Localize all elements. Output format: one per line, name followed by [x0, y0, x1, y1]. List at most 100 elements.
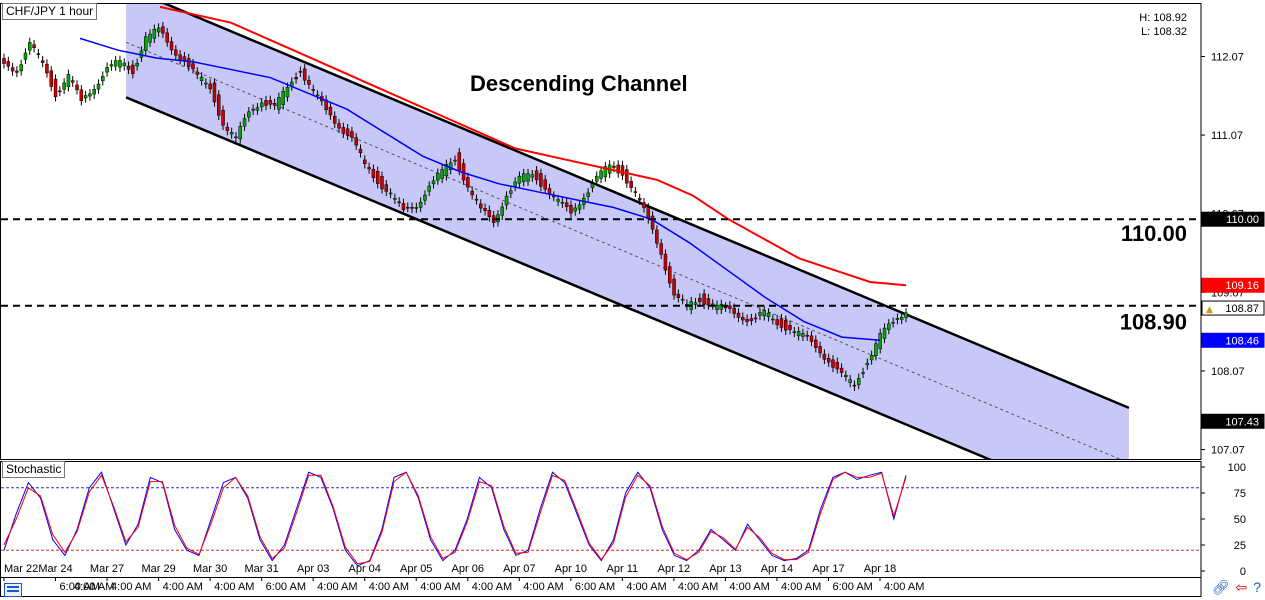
candle-body: [668, 266, 672, 284]
candle-body: [122, 62, 127, 67]
candle-body: [655, 229, 659, 244]
candle-body: [307, 80, 311, 85]
high-readout: H: 108.92: [1139, 12, 1187, 24]
candle-body: [899, 316, 904, 320]
candle-body: [852, 384, 857, 387]
candle-body: [118, 60, 122, 68]
candle-body: [148, 33, 152, 43]
candle-body: [620, 165, 625, 176]
candle-body: [758, 312, 762, 316]
candle-body: [199, 76, 204, 81]
candle-body: [208, 83, 212, 90]
stoch-tick-label: 25: [1234, 540, 1246, 552]
time-axis-frame: [0, 577, 1202, 597]
candle-body: [534, 170, 539, 181]
price-marker-label: 108.87: [1225, 303, 1259, 315]
candle-body: [135, 63, 139, 67]
x-tick-sublabel: 4:00 AM: [523, 581, 563, 593]
stoch-tick-label: 100: [1228, 462, 1246, 474]
candle-body: [625, 169, 629, 184]
candle-body: [298, 71, 303, 73]
x-tick-sublabel: 4:00 AM: [729, 581, 769, 593]
candle-body: [848, 379, 852, 383]
candle-body: [616, 164, 620, 174]
candle-body: [358, 148, 363, 154]
price-marker-label: 108.46: [1225, 335, 1259, 347]
candle-body: [332, 115, 337, 124]
candle-body: [448, 162, 453, 170]
candle-body: [251, 108, 255, 111]
y-tick-label: 108.07: [1211, 366, 1245, 378]
candle-body: [831, 359, 835, 368]
x-tick-label: Apr 12: [658, 563, 690, 575]
candle-body: [500, 206, 504, 216]
candle-body: [6, 61, 11, 67]
candle-body: [401, 203, 406, 211]
candle-body: [268, 100, 273, 105]
candle-body: [143, 36, 148, 51]
candle-body: [66, 74, 71, 87]
x-tick-sublabel: 4:00 AM: [317, 581, 357, 593]
candle-body: [796, 331, 801, 337]
x-tick-label: Apr 17: [812, 563, 844, 575]
candle-body: [672, 278, 676, 296]
candle-body: [152, 28, 157, 39]
candle-body: [745, 319, 749, 322]
candle-body: [513, 181, 517, 187]
price-marker: [1201, 211, 1265, 227]
candle-body: [113, 60, 118, 67]
candle-body: [805, 334, 809, 337]
candle-body: [479, 203, 483, 209]
candle-body: [75, 84, 79, 91]
candle-body: [474, 198, 479, 201]
x-tick-label: Apr 18: [864, 563, 896, 575]
candle-body: [242, 118, 247, 127]
candle-body: [779, 318, 784, 328]
candle-body: [663, 253, 668, 271]
price-marker-label: 107.43: [1225, 416, 1259, 428]
link-icon[interactable]: 🔗︎: [1211, 579, 1230, 595]
candle-body: [586, 192, 590, 197]
x-tick-label: Apr 13: [709, 563, 741, 575]
stoch-tick-label: 50: [1234, 514, 1246, 526]
candle-body: [895, 318, 900, 320]
candle-body: [53, 78, 58, 97]
candle-body: [857, 378, 861, 385]
candle-body: [225, 126, 230, 131]
candle-body: [509, 190, 513, 194]
candle-body: [844, 374, 848, 378]
candle-body: [105, 66, 109, 73]
candle-body: [178, 54, 182, 60]
channel-fill: [126, 4, 1129, 459]
candle-body: [629, 180, 633, 188]
candle-body: [40, 60, 45, 63]
x-tick-sublabel: 4:00 AM: [420, 581, 460, 593]
candle-body: [818, 346, 822, 354]
price-marker-label: 110.00: [1226, 214, 1259, 226]
candle-body: [328, 106, 333, 116]
x-tick-sublabel: 4:00 AM: [214, 581, 254, 593]
candle-body: [259, 102, 264, 108]
arrow-icon[interactable]: ⇦: [1235, 579, 1248, 595]
candle-body: [96, 83, 101, 90]
candle-body: [706, 298, 711, 306]
main-plot-area: [2, 4, 1130, 459]
candle-body: [526, 173, 530, 182]
x-tick-sublabel: 6:00 AM: [60, 581, 100, 593]
candle-body: [650, 215, 655, 230]
candle-body: [882, 327, 887, 339]
candle-body: [878, 333, 882, 350]
candle-body: [741, 316, 745, 321]
candle-body: [698, 297, 702, 303]
candle-body: [736, 312, 741, 318]
candle-body: [483, 208, 487, 211]
candle-body: [195, 71, 200, 75]
x-tick-label: Mar 22: [4, 563, 38, 575]
channel-upper-line: [162, 4, 1130, 410]
menu-icon[interactable]: [4, 583, 22, 597]
x-tick-sublabel: 4:00 AM: [781, 581, 821, 593]
help-icon[interactable]: ?: [1253, 579, 1261, 595]
candle-body: [728, 305, 732, 309]
indicator-title: Stochastic: [2, 461, 66, 478]
